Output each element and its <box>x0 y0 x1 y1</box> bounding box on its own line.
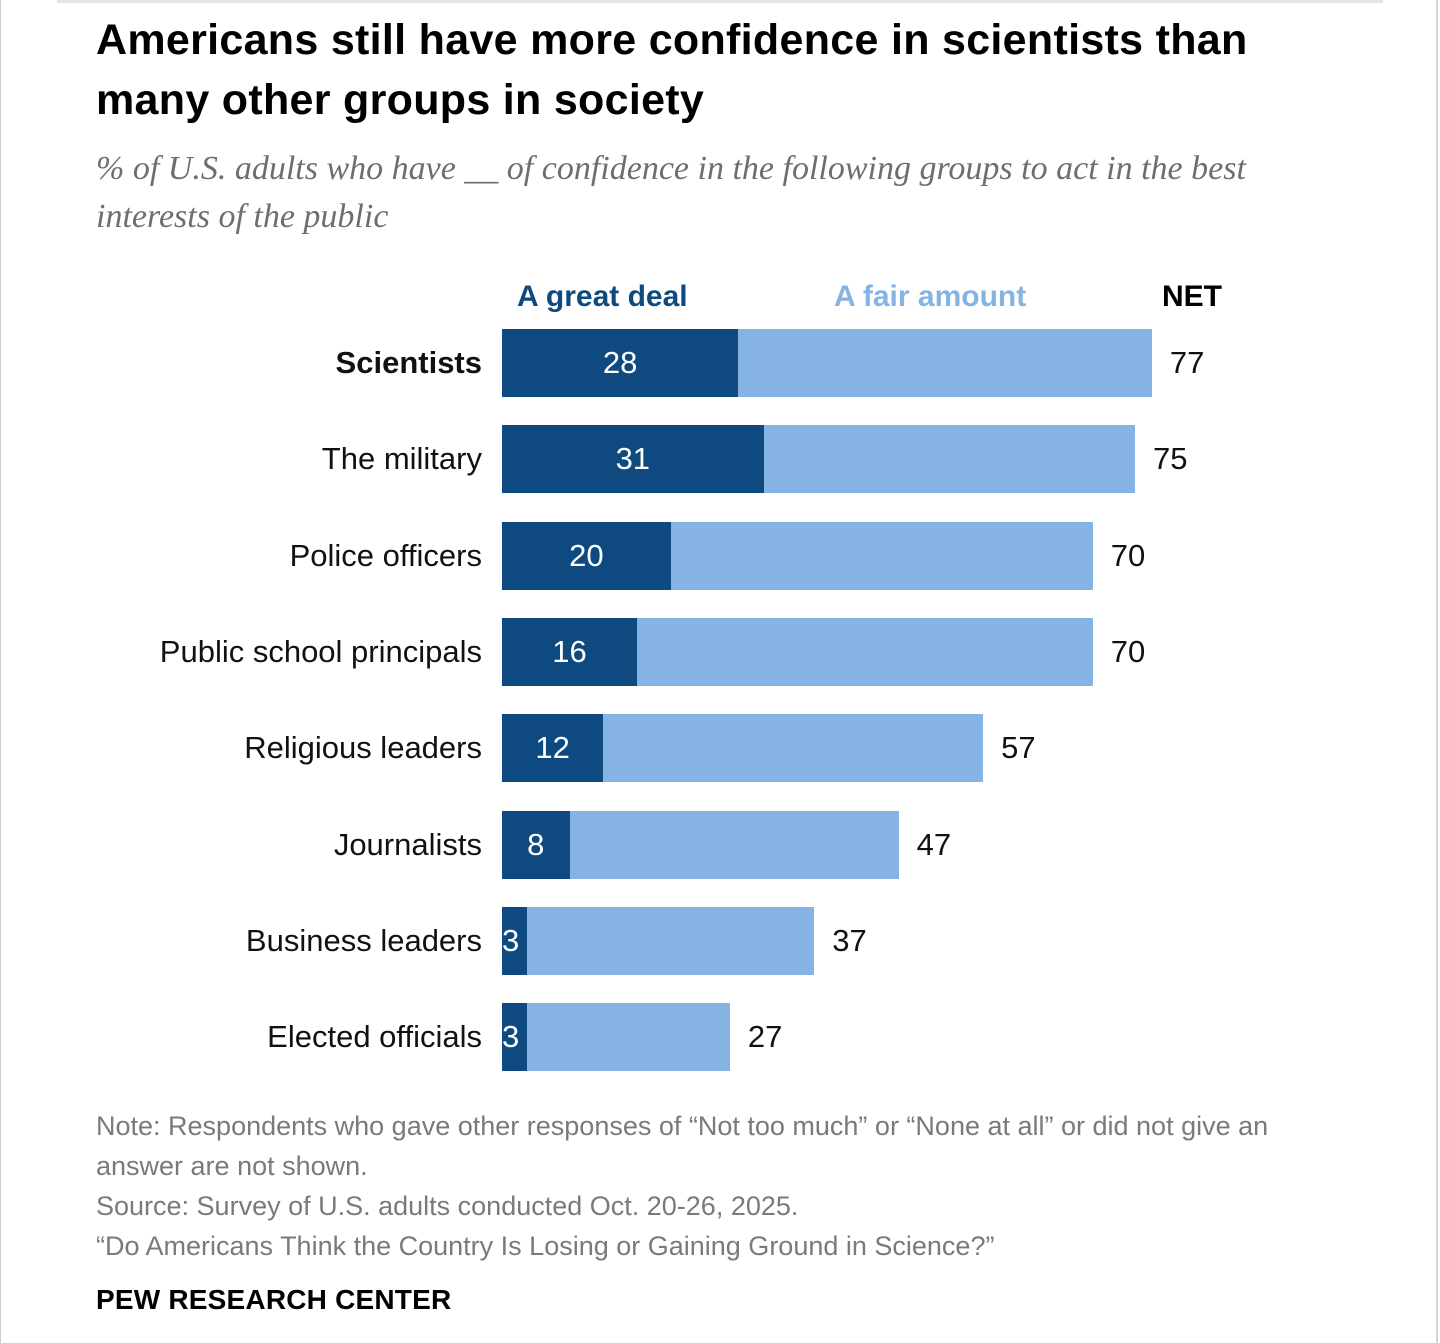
pew-research-center-logo: PEW RESEARCH CENTER <box>96 1284 452 1315</box>
chart-subtitle: % of U.S. adults who have __ of confiden… <box>96 150 1246 235</box>
bar-row: The military 31 75 <box>0 425 1440 494</box>
bar-fair-amount <box>763 425 1135 494</box>
bar-fair-amount <box>670 521 1093 590</box>
page-border-right <box>1436 0 1438 1343</box>
source-text: Source: Survey of U.S. adults conducted … <box>96 1191 799 1221</box>
bar-great-deal: 12 <box>502 714 604 783</box>
bar-row: Elected officials 3 27 <box>0 1003 1440 1072</box>
bar-great-deal: 20 <box>502 521 671 590</box>
bar-row: Journalists 8 47 <box>0 810 1440 879</box>
net-value-label: 70 <box>1110 537 1146 573</box>
bar-row: Police officers 20 70 <box>0 521 1440 590</box>
net-value-label: 57 <box>1001 730 1036 766</box>
category-label: Police officers <box>289 537 482 573</box>
legend-fair-amount: A fair amount <box>834 280 1027 313</box>
net-value-label: 27 <box>747 1019 783 1055</box>
bar-fair-amount <box>569 810 899 879</box>
bar-great-deal: 28 <box>502 329 739 397</box>
bar-fair-amount <box>738 329 1152 397</box>
chart-notes: Note: Respondents who gave other respons… <box>96 1106 1356 1266</box>
bar-fair-amount <box>637 617 1093 686</box>
stacked-bar-chart: A great deal A fair amount NET Scientist… <box>0 270 1440 1090</box>
bar-great-deal: 8 <box>502 810 570 879</box>
category-label: Scientists <box>335 345 482 380</box>
bar-great-deal: 16 <box>502 617 638 686</box>
bar-fair-amount <box>527 906 815 975</box>
category-label: Business leaders <box>245 922 482 958</box>
top-divider <box>57 0 1383 3</box>
chart-title: Americans still have more confidence in … <box>96 16 1248 124</box>
net-value-label: 47 <box>916 826 952 862</box>
category-label: Public school principals <box>159 633 482 669</box>
net-value-label: 77 <box>1169 345 1205 380</box>
category-label: Religious leaders <box>244 730 482 766</box>
bar-fair-amount <box>527 1003 730 1072</box>
bar-row: Scientists 28 77 <box>0 329 1440 397</box>
net-value-label: 75 <box>1153 441 1188 477</box>
bar-great-deal: 3 <box>502 1003 528 1072</box>
category-label: The military <box>321 441 482 477</box>
bar-fair-amount <box>603 714 984 783</box>
legend-net: NET <box>1162 280 1222 313</box>
category-label: Elected officials <box>267 1019 482 1055</box>
bar-great-deal: 31 <box>502 425 764 494</box>
report-title: “Do Americans Think the Country Is Losin… <box>96 1231 995 1261</box>
bar-row: Business leaders 3 37 <box>0 906 1440 975</box>
page-border-left <box>0 0 1 1343</box>
note-text: Note: Respondents who gave other respons… <box>96 1111 1269 1181</box>
net-value-label: 37 <box>832 922 867 958</box>
bar-great-deal: 3 <box>502 906 528 975</box>
bar-row: Public school principals 16 70 <box>0 617 1440 686</box>
bar-row: Religious leaders 12 57 <box>0 714 1440 783</box>
category-label: Journalists <box>333 826 482 862</box>
net-value-label: 70 <box>1110 633 1146 669</box>
legend-great-deal: A great deal <box>517 280 688 313</box>
